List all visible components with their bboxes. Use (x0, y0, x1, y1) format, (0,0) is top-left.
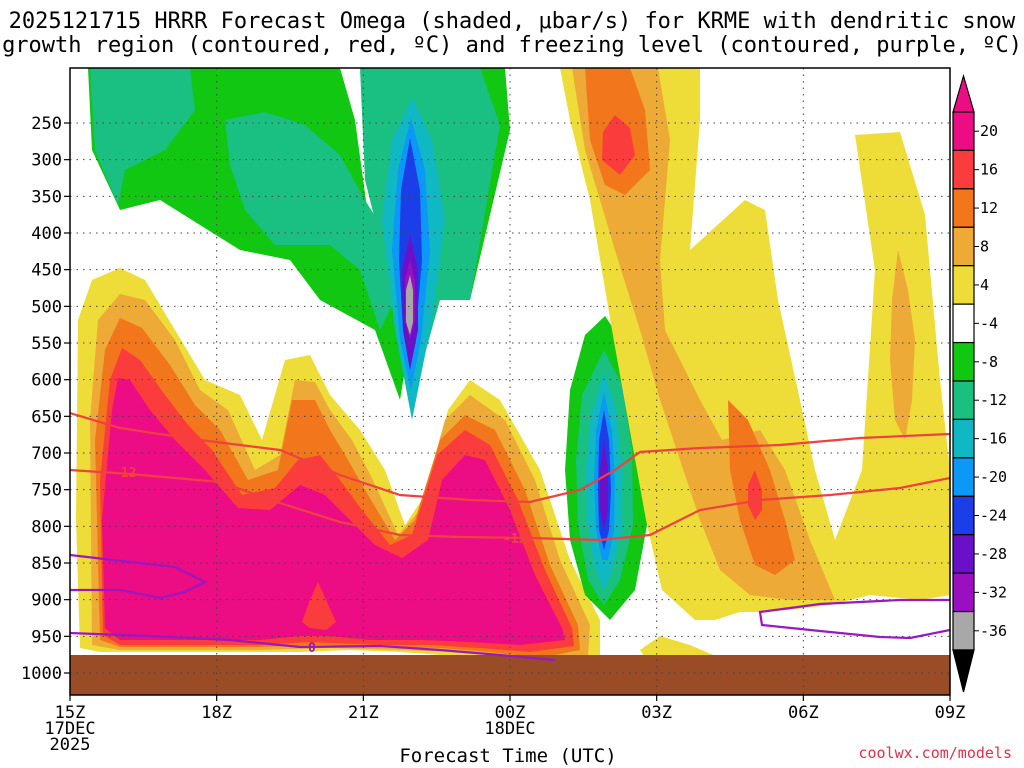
y-tick-label-300: 300 (31, 151, 62, 171)
y-tick-label-500: 500 (31, 297, 62, 317)
x-tick-label-09z: 09Z (935, 703, 966, 723)
colorbar-label-4: 4 (980, 276, 989, 294)
colorbar-label-2: 12 (980, 199, 998, 217)
y-tick-label-450: 450 (31, 261, 62, 281)
colorbar-label-6: -8 (980, 353, 998, 371)
x-tick-label-06z: 06Z (788, 703, 819, 723)
colorbar-swatch-10 (952, 495, 975, 536)
x-tick-label-21z: 21Z (348, 703, 379, 723)
y-tick-label-350: 350 (31, 187, 62, 207)
y-tick-label-800: 800 (31, 517, 62, 537)
colorbar-swatch-0 (952, 111, 975, 152)
omega-pos8-region-right (572, 68, 835, 600)
x-tick-label-17dec: 17DEC (44, 719, 95, 739)
colorbar-label-9: -20 (980, 468, 1007, 486)
colorbar-top-arrow (952, 73, 975, 113)
omega-pos16-spot-right (748, 470, 762, 520)
freezing-contour-upper (70, 553, 208, 600)
y-tick-label-950: 950 (31, 627, 62, 647)
omega-pos8-region-far-right (890, 250, 915, 440)
omega-neg12-region-mid (225, 112, 395, 330)
contour-label-dgz-middle: -12 (503, 532, 526, 547)
colorbar-swatch-4 (952, 265, 975, 305)
colorbar-label-5: -4 (980, 314, 998, 332)
x-tick-label-18z: 18Z (201, 703, 232, 723)
colorbar-swatch-5 (952, 303, 975, 344)
colorbar-label-1: 16 (980, 161, 998, 179)
y-tick-label-400: 400 (31, 224, 62, 244)
x-axis-label: Forecast Time (UTC) (399, 745, 616, 767)
omega-neg36-core-upper (406, 275, 413, 335)
omega-pos12-region-right (585, 68, 795, 575)
omega-neg28-region-middle (600, 440, 608, 530)
contour-label-freezing: 0 (308, 641, 316, 656)
omega-neg12-region-upper (90, 68, 195, 205)
colorbar-swatch-13 (952, 610, 975, 651)
colorbar-label-13: -36 (980, 622, 1007, 640)
grid-lines (70, 68, 950, 695)
colorbar-swatch-8 (952, 418, 975, 459)
colorbar-label-11: -28 (980, 545, 1007, 563)
credit-text: coolwx.com/models (858, 744, 1012, 762)
dgz-contour-upper (70, 411, 950, 504)
colorbar-swatch-12 (952, 572, 975, 613)
colorbar-swatch-6 (952, 341, 975, 382)
colorbar-swatch-3 (952, 226, 975, 267)
plot-area: -12 -12 0 (70, 68, 950, 695)
colorbar-swatch-1 (952, 149, 975, 190)
colorbar-swatch-9 (952, 457, 975, 497)
y-tick-label-550: 550 (31, 334, 62, 354)
colorbar-swatch-2 (952, 188, 975, 228)
y-tick-label-750: 750 (31, 481, 62, 501)
colorbar-label-10: -24 (980, 507, 1007, 525)
omega-pos20-region-left (102, 378, 565, 645)
y-tick-label-650: 650 (31, 407, 62, 427)
x-tick-label-18dec: 18DEC (484, 719, 535, 739)
y-tick-label-900: 900 (31, 591, 62, 611)
dgz-contour-lower (70, 468, 950, 542)
y-tick-label-700: 700 (31, 444, 62, 464)
colorbar-swatch-11 (952, 534, 975, 574)
x-tick-label-00z: 00Z (495, 703, 526, 723)
colorbar-bottom-arrow (952, 649, 975, 693)
surface-ground (70, 655, 950, 695)
y-tick-label-250: 250 (31, 114, 62, 134)
colorbar-label-8: -16 (980, 430, 1007, 448)
x-tick-label-2025: 2025 (50, 735, 91, 755)
colorbar-label-12: -32 (980, 583, 1007, 601)
colorbar-label-7: -12 (980, 391, 1007, 409)
chart-title-line1: 2025121715 HRRR Forecast Omega (shaded, … (9, 9, 1016, 34)
y-tick-label-600: 600 (31, 371, 62, 391)
x-tick-label-03z: 03Z (641, 703, 672, 723)
y-tick-label-1000: 1000 (21, 664, 62, 684)
colorbar-label-0: 20 (980, 122, 998, 140)
omega-pos16-spike (302, 582, 336, 630)
contour-label-dgz-left: -12 (113, 466, 136, 481)
freezing-contour-right (758, 598, 950, 640)
colorbar: 20 16 12 8 4 -4 -8 -12 -16 -20 -24 -28 -32 -36 (952, 73, 1007, 693)
colorbar-label-3: 8 (980, 238, 989, 256)
x-tick-label-15z: 15Z (55, 703, 86, 723)
y-tick-label-850: 850 (31, 554, 62, 574)
y-axis: 250 300 350 400 450 500 550 600 650 700 750 800 850 9… (21, 114, 70, 684)
freezing-contour-lower (70, 631, 556, 662)
colorbar-swatch-7 (952, 380, 975, 421)
chart-title-line2: growth region (contoured, red, ºC) and f… (2, 33, 1022, 58)
